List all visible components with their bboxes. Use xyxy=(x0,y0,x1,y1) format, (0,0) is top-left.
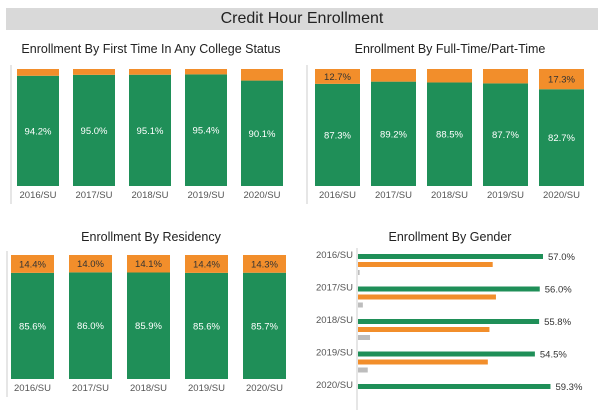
bar-orange xyxy=(69,255,112,273)
bar-green xyxy=(73,74,115,186)
data-label: 89.2% xyxy=(380,129,407,140)
tick-label: 2018/SU xyxy=(431,190,468,201)
bar-green xyxy=(315,83,360,186)
data-label: 14.1% xyxy=(135,259,162,270)
data-label: 88.5% xyxy=(436,130,463,141)
bar-orange xyxy=(17,69,59,76)
bar-orange xyxy=(127,255,170,273)
bar-orange xyxy=(371,69,416,82)
chart-gender: 2016/SU 57.0% 2017/SU 56.0% 2018/SU 55.8% 2019… xyxy=(316,248,583,410)
bar-orange xyxy=(315,69,360,84)
data-label: 59.3% xyxy=(555,382,582,393)
tick-label: 2019/SU xyxy=(487,190,524,201)
tick-label: 2019/SU xyxy=(316,348,353,359)
chart-residency: 85.6% 14.4% 2016/SU 86.0% 14.0% 2017/SU 85.9% 1… xyxy=(6,251,286,397)
bar-orange xyxy=(358,327,490,332)
tick-label: 2019/SU xyxy=(188,190,225,201)
bar-green xyxy=(11,272,54,379)
bar-gray xyxy=(358,367,368,373)
data-label: 54.5% xyxy=(540,350,567,361)
data-label: 12.7% xyxy=(324,72,351,83)
bar-green xyxy=(539,89,584,186)
bar-orange xyxy=(243,255,286,273)
tick-label: 2017/SU xyxy=(76,190,113,201)
bar-green xyxy=(69,272,112,379)
data-label: 85.6% xyxy=(19,321,46,332)
chart-full-part: 87.3% 12.7% 2016/SU 89.2% 2017/SU 88.5% 2018/S… xyxy=(306,65,584,204)
data-label: 95.1% xyxy=(137,126,164,137)
bar-orange xyxy=(358,359,488,365)
bar-green xyxy=(185,272,228,379)
bar-gray xyxy=(358,335,371,340)
bar-orange xyxy=(241,69,283,81)
tick-label: 2016/SU xyxy=(14,383,51,394)
bar-orange xyxy=(129,69,171,75)
bar-orange xyxy=(358,294,496,300)
data-label: 56.0% xyxy=(545,285,572,296)
data-label: 94.2% xyxy=(25,126,52,137)
bar-orange xyxy=(185,69,227,75)
bar-green xyxy=(127,272,170,379)
chart-title-residency: Enrollment By Residency xyxy=(81,230,221,244)
bar-green xyxy=(358,384,551,389)
bar-green xyxy=(185,74,227,186)
data-label: 85.9% xyxy=(135,321,162,332)
bar-gray xyxy=(358,302,363,308)
data-label: 57.0% xyxy=(548,252,575,263)
bar-orange xyxy=(73,69,115,75)
tick-label: 2017/SU xyxy=(72,383,109,394)
data-label: 55.8% xyxy=(544,317,571,328)
tick-label: 2019/SU xyxy=(188,383,225,394)
bar-gray xyxy=(358,270,360,275)
data-label: 17.3% xyxy=(548,75,575,86)
tick-label: 2020/SU xyxy=(316,380,353,391)
tick-label: 2020/SU xyxy=(246,383,283,394)
bar-orange xyxy=(539,69,584,90)
chart-title-full-part: Enrollment By Full-Time/Part-Time xyxy=(354,42,546,56)
data-label: 87.3% xyxy=(324,130,351,141)
data-label: 87.7% xyxy=(492,130,519,141)
data-label: 95.0% xyxy=(81,126,108,137)
data-label: 14.0% xyxy=(77,259,104,270)
bar-orange xyxy=(185,255,228,273)
tick-label: 2017/SU xyxy=(375,190,412,201)
tick-label: 2016/SU xyxy=(20,190,57,201)
bar-green xyxy=(17,75,59,186)
tick-label: 2018/SU xyxy=(132,190,169,201)
data-label: 85.6% xyxy=(193,321,220,332)
bar-orange xyxy=(427,69,472,83)
tick-label: 2018/SU xyxy=(316,315,353,326)
bar-green xyxy=(427,82,472,186)
bar-orange xyxy=(483,69,528,84)
bar-green xyxy=(358,319,540,324)
bar-green xyxy=(358,286,540,292)
bar-green xyxy=(243,272,286,379)
data-label: 14.4% xyxy=(19,259,46,270)
bar-green xyxy=(371,81,416,186)
bar-green xyxy=(129,74,171,186)
bar-green xyxy=(241,80,283,186)
chart-title-first-time: Enrollment By First Time In Any College … xyxy=(21,42,281,56)
data-label: 85.7% xyxy=(251,321,278,332)
tick-label: 2018/SU xyxy=(130,383,167,394)
tick-label: 2020/SU xyxy=(543,190,580,201)
bar-orange xyxy=(11,255,54,273)
data-label: 14.4% xyxy=(193,259,220,270)
tick-label: 2016/SU xyxy=(319,190,356,201)
data-label: 86.0% xyxy=(77,321,104,332)
chart-title-gender: Enrollment By Gender xyxy=(388,230,512,244)
bar-green xyxy=(358,254,543,259)
bar-green xyxy=(483,83,528,186)
tick-label: 2020/SU xyxy=(244,190,281,201)
data-label: 90.1% xyxy=(249,129,276,140)
data-label: 14.3% xyxy=(251,259,278,270)
data-label: 95.4% xyxy=(193,126,220,137)
bar-orange xyxy=(358,262,493,267)
tick-label: 2017/SU xyxy=(316,283,353,294)
bar-green xyxy=(358,351,535,357)
dashboard-title: Credit Hour Enrollment xyxy=(6,8,598,30)
chart-first-time: 94.2% 2016/SU 95.0% 2017/SU 95.1% 2018/SU 95.4… xyxy=(10,65,283,204)
tick-label: 2016/SU xyxy=(316,250,353,261)
data-label: 82.7% xyxy=(548,133,575,144)
